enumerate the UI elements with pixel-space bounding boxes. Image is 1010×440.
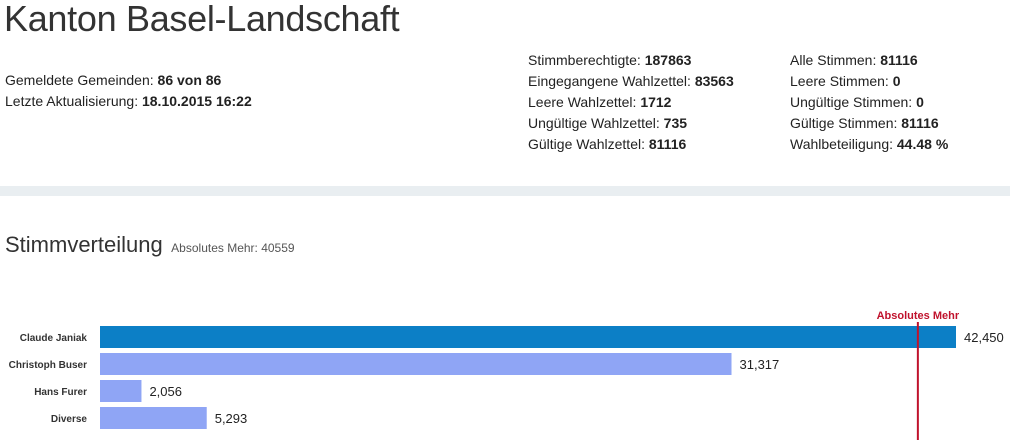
bar-claude-janiak xyxy=(100,326,956,348)
meta-label: Ungültige Stimmen: xyxy=(790,94,917,110)
section-heading: Stimmverteilung Absolutes Mehr: 40559 xyxy=(5,232,295,258)
meta-value: 83563 xyxy=(694,73,734,89)
meta-label: Gemeldete Gemeinden: xyxy=(5,72,158,88)
meta-row-leere-stimmen: Leere Stimmen: 0 xyxy=(790,71,948,92)
absolute-majority-subtitle: Absolutes Mehr: 40559 xyxy=(171,241,295,255)
meta-label: Wahlbeteiligung: xyxy=(790,136,897,152)
meta-value: 81116 xyxy=(901,115,939,131)
meta-value: 0 xyxy=(916,94,924,110)
meta-value: 0 xyxy=(892,73,901,89)
meta-row-ungueltige-stimmen: Ungültige Stimmen: 0 xyxy=(790,92,948,113)
vote-distribution-chart: Claude Janiak 42,450 Christoph Buser 31,317… xyxy=(9,310,1004,440)
page-title: Kanton Basel-Landschaft xyxy=(4,0,400,39)
meta-value: 44.48 % xyxy=(896,136,949,152)
meta-row-gueltige-stimmen: Gültige Stimmen: 81116 xyxy=(790,113,948,134)
meta-label: Alle Stimmen: xyxy=(790,52,881,68)
meta-row-ungueltige-wahlzettel: Ungültige Wahlzettel: 735 xyxy=(528,113,734,134)
meta-row-gemeinden: Gemeldete Gemeinden: 86 von 86 xyxy=(5,70,252,91)
bar-christoph-buser xyxy=(100,353,732,375)
meta-label: Stimmberechtigte: xyxy=(528,52,645,68)
value-label: 31,317 xyxy=(740,357,780,372)
section-divider xyxy=(0,186,1010,196)
meta-value: 86 von 86 xyxy=(157,72,222,88)
category-label: Christoph Buser xyxy=(9,360,87,371)
meta-votes: Alle Stimmen: 81116 Leere Stimmen: 0 Ung… xyxy=(790,50,948,155)
section-title: Stimmverteilung xyxy=(5,232,163,257)
meta-row-stimmberechtigte: Stimmberechtigte: 187863 xyxy=(528,50,734,71)
meta-label: Gültige Stimmen: xyxy=(790,115,902,131)
category-label: Hans Furer xyxy=(34,387,87,398)
meta-value: 1712 xyxy=(640,94,672,110)
meta-row-alle-stimmen: Alle Stimmen: 81116 xyxy=(790,50,948,71)
meta-label: Gültige Wahlzettel: xyxy=(528,136,649,152)
value-label: 42,450 xyxy=(964,330,1004,345)
meta-label: Eingegangene Wahlzettel: xyxy=(528,73,695,89)
category-label: Diverse xyxy=(51,414,88,425)
meta-label: Letzte Aktualisierung: xyxy=(5,93,142,109)
meta-value: 81116 xyxy=(648,136,687,152)
meta-label: Leere Stimmen: xyxy=(790,73,893,89)
meta-row-aktualisierung: Letzte Aktualisierung: 18.10.2015 16:22 xyxy=(5,91,252,112)
meta-value: 187863 xyxy=(644,52,692,68)
value-label: 2,056 xyxy=(149,384,182,399)
meta-ballots: Stimmberechtigte: 187863 Eingegangene Wa… xyxy=(528,50,734,155)
value-label: 5,293 xyxy=(215,411,248,426)
meta-row-gueltige-wahlzettel: Gültige Wahlzettel: 81116 xyxy=(528,134,734,155)
meta-row-leere-wahlzettel: Leere Wahlzettel: 1712 xyxy=(528,92,734,113)
meta-label: Leere Wahlzettel: xyxy=(528,94,641,110)
meta-label: Ungültige Wahlzettel: xyxy=(528,115,664,131)
meta-value: 735 xyxy=(663,115,688,131)
absolute-majority-label: Absolutes Mehr xyxy=(877,310,960,322)
bar-hans-furer xyxy=(100,380,142,402)
meta-value: 18.10.2015 16:22 xyxy=(141,93,252,109)
bar-diverse xyxy=(100,407,207,429)
category-label: Claude Janiak xyxy=(20,333,88,344)
meta-value: 81116 xyxy=(880,52,918,68)
meta-row-wahlbeteiligung: Wahlbeteiligung: 44.48 % xyxy=(790,134,948,155)
meta-row-eingegangene: Eingegangene Wahlzettel: 83563 xyxy=(528,71,734,92)
meta-left: Gemeldete Gemeinden: 86 von 86 Letzte Ak… xyxy=(5,70,252,112)
